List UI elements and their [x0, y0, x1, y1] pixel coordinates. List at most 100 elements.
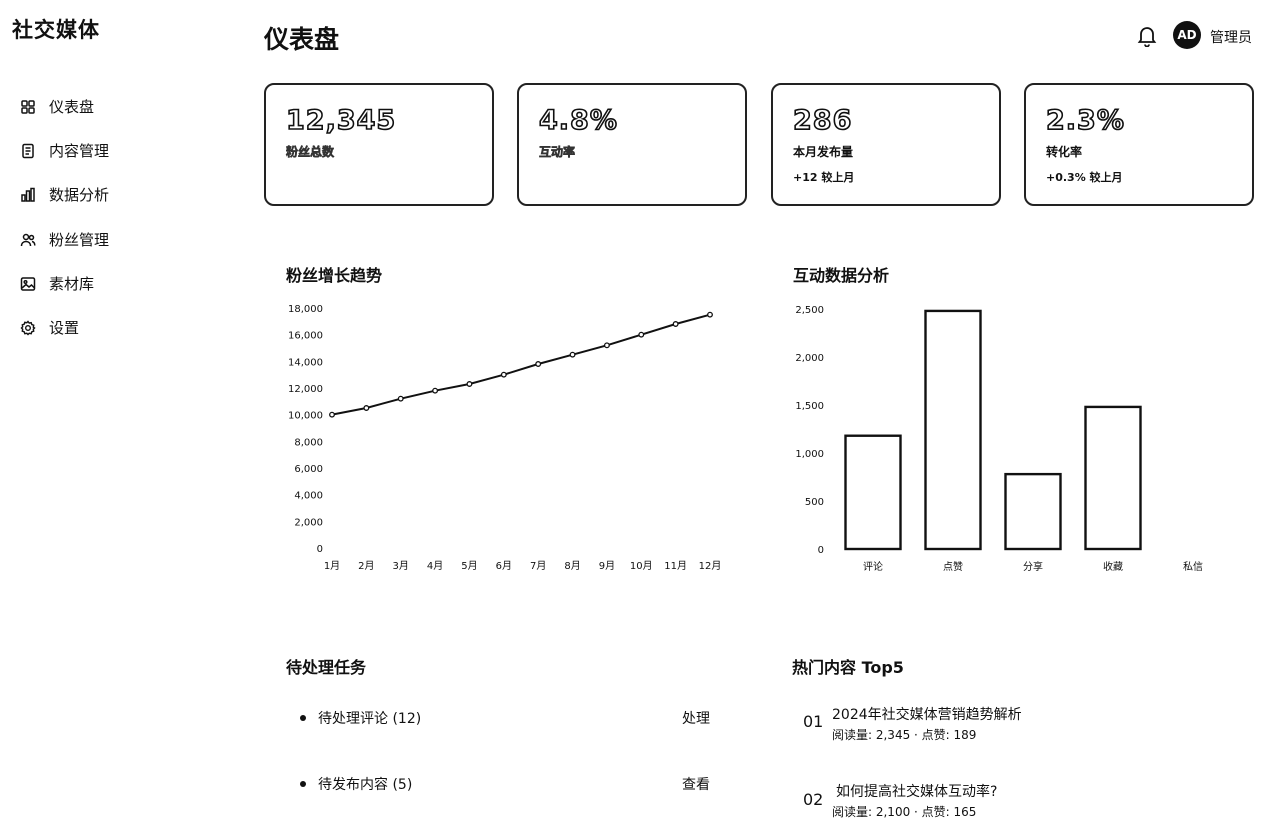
y-tick-label: 10,000	[288, 411, 323, 422]
users-icon	[20, 232, 36, 248]
sidebar-item-label: 数据分析	[49, 186, 110, 204]
page-title: 仪表盘	[264, 25, 340, 54]
data-point	[569, 351, 576, 358]
app-brand: 社交媒体	[12, 18, 100, 42]
stat-label: 本月发布量	[793, 145, 854, 159]
bar	[1004, 472, 1062, 551]
data-point	[707, 311, 713, 318]
rank-number: 01	[803, 712, 824, 731]
bullet-icon	[300, 781, 306, 787]
stat-change: +12 较上月	[793, 171, 855, 184]
x-tick-label: 8月	[564, 560, 580, 572]
x-tick-label: 4月	[427, 560, 443, 572]
y-tick-label: 1,000	[795, 449, 824, 460]
data-point	[500, 371, 507, 378]
x-tick-label: 11月	[664, 560, 687, 572]
top-content-title: 热门内容 Top5	[792, 658, 904, 677]
data-point	[329, 411, 335, 418]
stat-card-posts: 286 本月发布量 +12 较上月	[771, 83, 1001, 206]
sidebar-item-label: 设置	[49, 319, 80, 337]
stat-label: 互动率	[539, 145, 576, 160]
bullet-icon	[300, 715, 306, 721]
stat-value: 2.3%	[1045, 104, 1125, 137]
x-tick-label: 9月	[599, 560, 615, 572]
fan-growth-chart: 0 2,000 4,000 6,000 8,000 10,000 12,000 14,000 1…	[288, 304, 722, 572]
top-content-meta: 阅读量: 2,345 · 点赞: 189	[832, 728, 977, 742]
top-content-link[interactable]: 2024年社交媒体营销趋势解析	[832, 707, 1022, 723]
interaction-chart-title: 互动数据分析	[793, 266, 890, 285]
sidebar-item-label: 内容管理	[49, 142, 110, 160]
y-tick-label: 1,500	[795, 401, 824, 412]
x-tick-label: 5月	[461, 560, 477, 572]
x-tick-label: 点赞	[943, 560, 963, 573]
y-tick-label: 2,000	[795, 353, 824, 364]
sidebar-item-label: 素材库	[49, 275, 95, 293]
sidebar-item-label: 仪表盘	[49, 98, 95, 116]
data-point	[397, 395, 404, 402]
data-point	[363, 405, 370, 411]
y-tick-label: 18,000	[288, 304, 323, 315]
avatar[interactable]: AD	[1173, 21, 1201, 49]
y-tick-label: 12,000	[288, 384, 323, 395]
interaction-bar-chart: 0 500 1,000 1,500 2,000 2,500 评论 点赞 分享 收藏 私信	[795, 305, 1203, 573]
sidebar-item-analytics[interactable]: 数据分析	[20, 184, 109, 205]
fan-chart-title: 粉丝增长趋势	[286, 266, 383, 285]
task-action-button[interactable]: 处理	[682, 711, 710, 727]
x-tick-label: 私信	[1183, 561, 1203, 573]
y-tick-label: 16,000	[288, 331, 323, 342]
x-tick-label: 2月	[358, 560, 374, 572]
x-tick-label: 1月	[324, 560, 340, 572]
y-tick-label: 4,000	[294, 491, 323, 502]
stat-label: 转化率	[1046, 145, 1083, 159]
sidebar-item-settings[interactable]: 设置	[20, 317, 79, 338]
y-tick-label: 2,000	[294, 517, 323, 528]
stat-card-conversion: 2.3% 转化率 +0.3% 较上月	[1024, 83, 1254, 206]
task-item: 待处理评论 (12)	[300, 708, 421, 728]
x-tick-label: 收藏	[1103, 560, 1123, 573]
bar	[844, 434, 902, 551]
y-tick-label: 14,000	[288, 357, 323, 368]
tasks-title: 待处理任务	[286, 658, 367, 677]
dashboard-icon	[20, 99, 36, 115]
chart-icon	[20, 187, 36, 203]
rank-number: 02	[803, 790, 824, 809]
sidebar-item-dashboard[interactable]: 仪表盘	[20, 96, 94, 117]
sidebar-item-fans[interactable]: 粉丝管理	[20, 229, 109, 250]
bar	[924, 309, 982, 551]
y-tick-label: 0	[317, 544, 323, 555]
series-line	[331, 313, 711, 416]
sidebar-item-content[interactable]: 内容管理	[20, 140, 109, 161]
x-tick-label: 6月	[496, 560, 512, 572]
y-tick-label: 500	[805, 497, 824, 508]
content-icon	[20, 143, 36, 159]
x-tick-label: 3月	[393, 560, 409, 572]
stat-label: 粉丝总数	[286, 145, 335, 160]
stat-value: 286	[792, 104, 853, 137]
x-tick-label: 评论	[863, 560, 883, 573]
stat-change: +0.3% 较上月	[1046, 171, 1123, 184]
x-tick-label: 7月	[530, 560, 546, 572]
x-tick-label: 10月	[630, 560, 653, 572]
data-point	[603, 342, 610, 349]
x-tick-label: 分享	[1023, 560, 1043, 573]
data-point	[638, 331, 645, 338]
stat-value: 12,345	[285, 104, 397, 137]
task-action-button[interactable]: 查看	[682, 777, 710, 793]
user-name[interactable]: 管理员	[1210, 30, 1252, 46]
sidebar-item-label: 粉丝管理	[49, 231, 110, 249]
bell-icon[interactable]	[1137, 25, 1157, 48]
image-icon	[20, 276, 36, 292]
x-tick-label: 12月	[699, 560, 722, 572]
data-point	[432, 387, 439, 394]
sidebar-item-library[interactable]: 素材库	[20, 273, 94, 294]
task-label: 待处理评论 (12)	[318, 711, 422, 727]
data-point	[672, 321, 679, 327]
y-tick-label: 2,500	[795, 305, 824, 316]
top-content-meta: 阅读量: 2,100 · 点赞: 165	[832, 805, 977, 819]
top-content-link[interactable]: 如何提高社交媒体互动率?	[836, 784, 998, 800]
y-tick-label: 6,000	[294, 464, 323, 475]
stat-value: 4.8%	[538, 104, 618, 137]
y-tick-label: 8,000	[294, 437, 323, 448]
data-point	[466, 381, 473, 387]
gear-icon	[20, 319, 36, 336]
